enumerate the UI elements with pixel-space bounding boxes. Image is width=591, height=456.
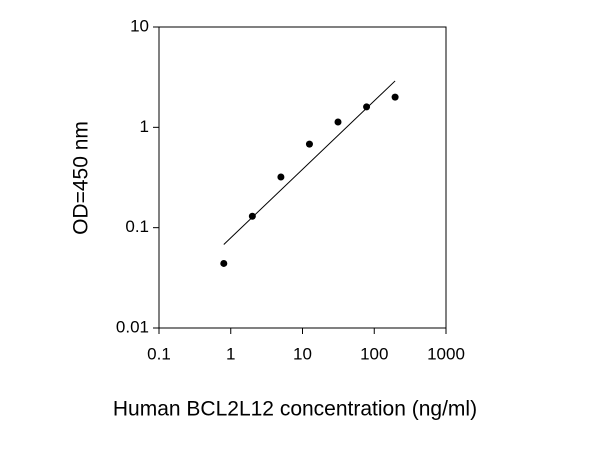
data-point [391,93,399,101]
x-tick-label: 1000 [427,344,465,363]
y-tick-label: 1 [140,117,149,136]
data-point [334,118,342,126]
y-tick-label: 0.1 [125,217,149,236]
data-point [248,212,256,220]
x-axis-label: Human BCL2L12 concentration (ng/ml) [113,398,477,421]
y-tick-label: 10 [130,16,149,35]
data-point [305,140,313,148]
x-tick-label: 0.1 [147,344,171,363]
plot-frame [158,26,447,329]
y-tick-label: 0.01 [116,317,149,336]
data-point [277,173,285,181]
data-point [220,259,228,267]
x-tick-label: 1 [226,344,235,363]
y-axis-label: OD=450 nm [70,121,93,235]
x-tick-label: 100 [360,344,388,363]
data-point [363,103,371,111]
x-tick-label: 10 [293,344,312,363]
fit-line [223,80,396,245]
